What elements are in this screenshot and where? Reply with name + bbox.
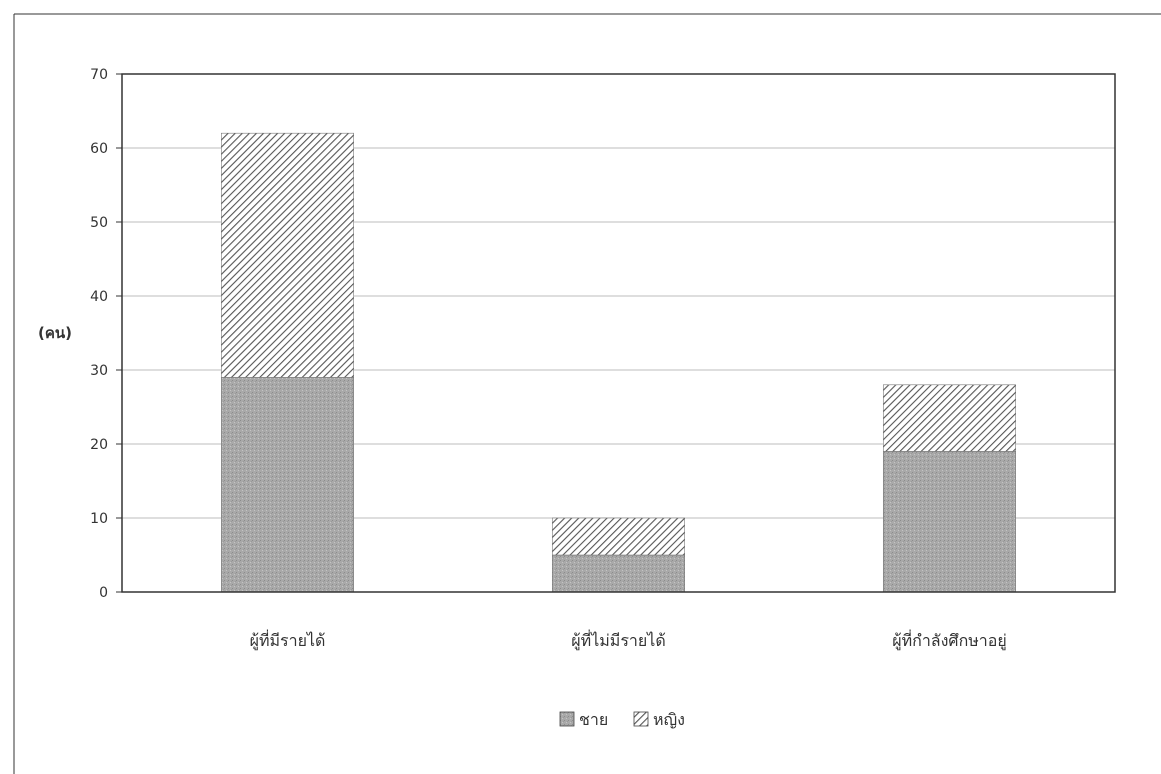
bar-male-2 [882, 451, 1016, 593]
y-tick-labels: 0 10 20 30 40 50 60 70 [90, 67, 122, 601]
bar-female-0 [221, 132, 354, 378]
legend-label-male: ชาย [579, 710, 608, 729]
y-tick-label: 70 [90, 67, 108, 83]
bar-male-0 [221, 377, 354, 593]
bars-group [221, 132, 1016, 593]
y-tick-label: 20 [90, 437, 108, 453]
bar-female-1 [551, 517, 685, 556]
bar-female-2 [882, 384, 1016, 452]
y-tick-label: 40 [90, 289, 108, 305]
x-tick-labels: ผู้ที่มีรายได้ ผู้ที่ไม่มีรายได้ ผู้ที่กำล… [250, 629, 1007, 651]
bar-male-1 [551, 554, 685, 593]
y-axis-label: (คน) [38, 324, 72, 342]
legend-swatch-female [633, 711, 649, 727]
x-tick-label: ผู้ที่ไม่มีรายได้ [571, 629, 665, 651]
y-tick-label: 30 [90, 363, 108, 379]
y-tick-label: 50 [90, 215, 108, 231]
legend-swatch-male [559, 711, 575, 727]
x-tick-label: ผู้ที่มีรายได้ [250, 629, 326, 651]
x-tick-label: ผู้ที่กำลังศึกษาอยู่ [892, 629, 1007, 651]
legend-label-female: หญิง [653, 710, 685, 729]
legend: ชาย หญิง [559, 710, 685, 729]
y-tick-label: 10 [90, 511, 108, 527]
y-tick-label: 0 [99, 585, 108, 601]
plot-area-border [121, 73, 1116, 593]
y-tick-label: 60 [90, 141, 108, 157]
